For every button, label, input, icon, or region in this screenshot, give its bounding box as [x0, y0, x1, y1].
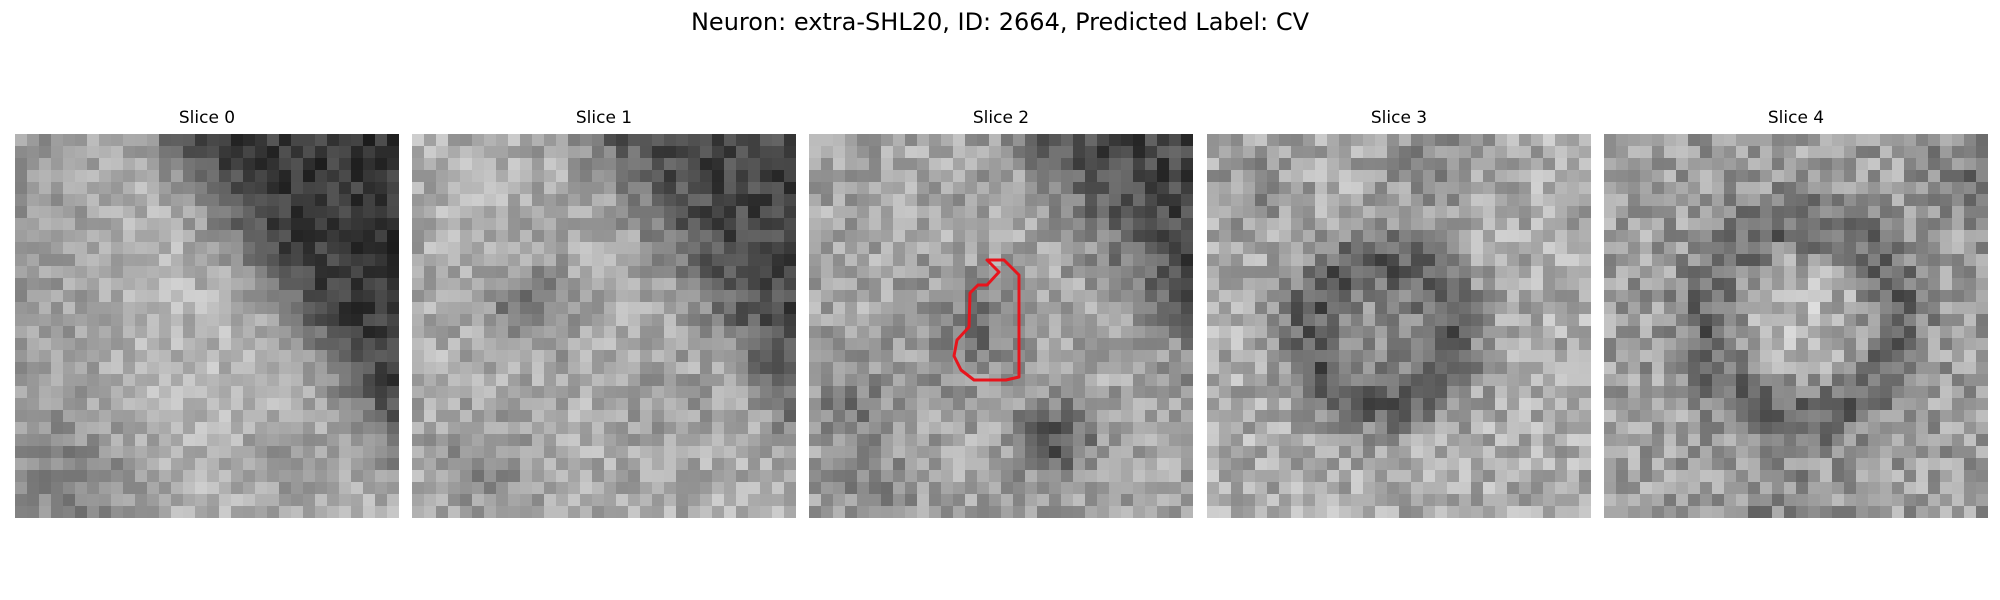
- figure-title: Neuron: extra-SHL20, ID: 2664, Predicted…: [690, 8, 1310, 36]
- slice-title-3: Slice 3: [1370, 108, 1428, 128]
- slice-image-0: [15, 134, 399, 518]
- slice-title-1: Slice 1: [575, 108, 633, 128]
- slice-title-0: Slice 0: [178, 108, 236, 128]
- slice-title-2: Slice 2: [972, 108, 1030, 128]
- slice-panel-1: Slice 1: [412, 108, 796, 518]
- slice-panel-4: Slice 4: [1604, 108, 1988, 518]
- slice-image-1: [412, 134, 796, 518]
- slice-image-4: [1604, 134, 1988, 518]
- slice-panel-3: Slice 3: [1207, 108, 1591, 518]
- slice-title-4: Slice 4: [1767, 108, 1825, 128]
- slice-panel-0: Slice 0: [15, 108, 399, 518]
- slice-image-2: [809, 134, 1193, 518]
- slice-panel-2: Slice 2: [809, 108, 1193, 518]
- slice-image-3: [1207, 134, 1591, 518]
